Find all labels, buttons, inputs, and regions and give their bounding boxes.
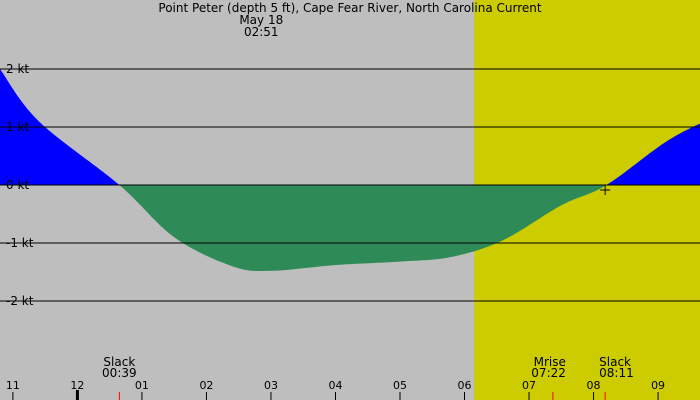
event-name-label: Slack (599, 355, 631, 369)
event-time-label: 08:11 (599, 366, 634, 380)
hour-tick-label: 08 (587, 379, 601, 392)
top-time-label: 02:51 (244, 25, 279, 39)
hour-tick-label: 04 (328, 379, 342, 392)
current-marker (600, 185, 611, 195)
hour-tick-labels: 1112010203040506070809101112010203040506… (6, 379, 665, 392)
y-tick-label: 0 kt (6, 178, 29, 192)
bottom-labels: Slack00:39Mrise07:22Slack08:11Slack12:37… (102, 355, 634, 380)
hour-tick-label: 01 (135, 379, 149, 392)
hour-tick-label: 03 (264, 379, 278, 392)
hour-tick-label: 05 (393, 379, 407, 392)
hour-tick-label: 09 (651, 379, 665, 392)
grid-lines (0, 68, 700, 302)
event-time-label: 07:22 (531, 366, 566, 380)
chart-title: Point Peter (depth 5 ft), Cape Fear Rive… (158, 1, 541, 15)
flood-area (0, 69, 700, 185)
y-tick-label: 2 kt (6, 62, 29, 76)
y-tick-labels: 2 kt 1 kt 0 kt -1 kt -2 kt (6, 62, 34, 308)
event-time-label: 00:39 (102, 366, 137, 380)
top-date-label: May 18 (239, 13, 283, 27)
hour-tick-label: 12 (70, 379, 84, 392)
y-tick-label: -2 kt (6, 294, 34, 308)
hour-tick-label: 11 (6, 379, 20, 392)
hour-tick-label: 07 (522, 379, 536, 392)
y-tick-label: 1 kt (6, 120, 29, 134)
hour-marks (12, 390, 659, 400)
event-name-label: Slack (103, 355, 135, 369)
ebb-area (0, 185, 700, 271)
hour-tick-label: 06 (458, 379, 472, 392)
event-name-label: Mrise (534, 355, 566, 369)
hour-tick-label: 02 (199, 379, 213, 392)
y-tick-label: -1 kt (6, 236, 34, 250)
